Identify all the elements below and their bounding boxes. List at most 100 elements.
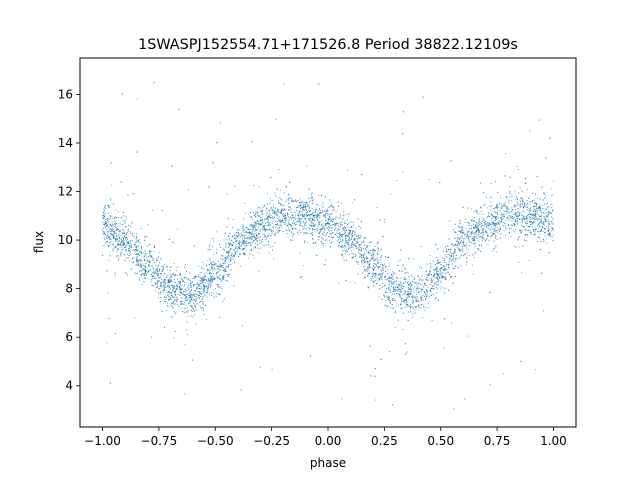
data-point bbox=[301, 201, 303, 203]
data-point bbox=[275, 118, 277, 120]
data-point bbox=[505, 153, 507, 155]
data-point bbox=[437, 299, 439, 301]
data-point bbox=[116, 238, 118, 240]
data-point bbox=[316, 230, 318, 232]
data-point bbox=[340, 239, 342, 241]
data-point bbox=[411, 297, 413, 299]
data-point bbox=[345, 249, 347, 251]
data-point bbox=[157, 275, 159, 277]
data-point bbox=[300, 208, 302, 210]
data-point bbox=[391, 298, 393, 300]
data-point bbox=[149, 262, 151, 264]
data-point bbox=[211, 281, 213, 283]
data-point bbox=[272, 231, 274, 233]
data-point bbox=[206, 288, 208, 290]
data-point bbox=[278, 219, 280, 221]
data-point bbox=[243, 248, 245, 250]
data-point bbox=[290, 218, 292, 220]
data-point bbox=[115, 245, 117, 247]
data-point bbox=[293, 217, 295, 219]
data-point bbox=[135, 241, 137, 243]
data-point bbox=[125, 234, 127, 236]
data-point bbox=[465, 264, 467, 266]
data-point bbox=[146, 257, 148, 259]
data-point bbox=[166, 269, 168, 271]
data-point bbox=[126, 244, 128, 246]
data-point bbox=[190, 300, 192, 302]
data-point bbox=[456, 240, 457, 242]
data-point bbox=[341, 246, 343, 248]
data-point bbox=[471, 238, 473, 240]
data-point bbox=[268, 232, 270, 234]
data-point bbox=[133, 249, 135, 251]
data-point bbox=[453, 257, 455, 259]
data-point bbox=[400, 284, 402, 286]
data-point bbox=[301, 213, 303, 215]
data-point bbox=[355, 241, 357, 243]
data-point bbox=[425, 279, 427, 281]
data-point bbox=[179, 274, 181, 276]
data-point bbox=[298, 205, 300, 207]
data-point bbox=[371, 267, 373, 269]
data-point bbox=[459, 237, 461, 239]
data-point bbox=[485, 222, 487, 224]
data-point bbox=[519, 206, 521, 208]
data-point bbox=[456, 245, 458, 247]
data-point bbox=[363, 266, 365, 268]
data-point bbox=[111, 184, 113, 186]
data-point bbox=[508, 219, 510, 221]
data-point bbox=[481, 238, 483, 240]
data-point bbox=[504, 214, 506, 216]
data-point bbox=[204, 278, 206, 280]
data-point bbox=[220, 286, 222, 288]
data-point bbox=[129, 240, 131, 242]
data-point bbox=[299, 204, 301, 206]
data-point bbox=[289, 223, 291, 225]
data-point bbox=[408, 294, 409, 296]
data-point bbox=[143, 281, 145, 283]
data-point bbox=[214, 269, 216, 271]
data-point bbox=[361, 257, 363, 259]
data-point bbox=[185, 263, 186, 265]
data-point bbox=[226, 256, 228, 258]
data-point bbox=[534, 213, 536, 215]
data-point bbox=[139, 242, 141, 244]
data-point bbox=[463, 231, 465, 233]
data-point bbox=[322, 206, 324, 208]
data-point bbox=[250, 211, 252, 213]
data-point bbox=[511, 220, 513, 222]
data-point bbox=[344, 220, 346, 222]
data-point bbox=[285, 218, 287, 220]
data-point bbox=[294, 215, 296, 217]
data-point bbox=[164, 282, 166, 284]
data-point bbox=[113, 218, 115, 220]
data-point bbox=[495, 230, 497, 232]
data-point bbox=[381, 279, 383, 281]
data-point bbox=[506, 208, 508, 210]
data-point bbox=[342, 257, 344, 259]
data-point bbox=[228, 273, 230, 275]
data-point bbox=[364, 270, 366, 272]
data-point bbox=[535, 205, 537, 207]
data-point bbox=[184, 393, 186, 395]
data-point bbox=[381, 287, 383, 289]
data-point bbox=[215, 263, 217, 265]
data-point bbox=[103, 233, 105, 235]
data-point bbox=[449, 220, 451, 222]
data-point bbox=[197, 265, 199, 267]
data-point bbox=[439, 270, 441, 272]
data-point bbox=[283, 208, 285, 210]
data-point bbox=[191, 311, 193, 313]
data-point bbox=[277, 222, 279, 224]
data-point bbox=[304, 209, 306, 211]
data-point bbox=[354, 199, 356, 201]
data-point bbox=[524, 205, 526, 207]
data-point bbox=[382, 282, 384, 284]
data-point bbox=[242, 238, 244, 240]
data-point bbox=[116, 228, 118, 230]
data-point bbox=[199, 301, 201, 303]
data-point bbox=[216, 265, 218, 267]
data-point bbox=[353, 247, 355, 249]
data-point bbox=[515, 228, 517, 230]
data-point bbox=[200, 307, 202, 309]
